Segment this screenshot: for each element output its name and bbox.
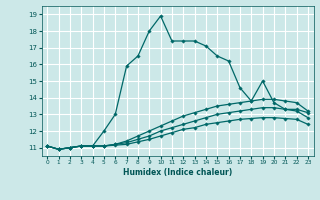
X-axis label: Humidex (Indice chaleur): Humidex (Indice chaleur) (123, 168, 232, 177)
